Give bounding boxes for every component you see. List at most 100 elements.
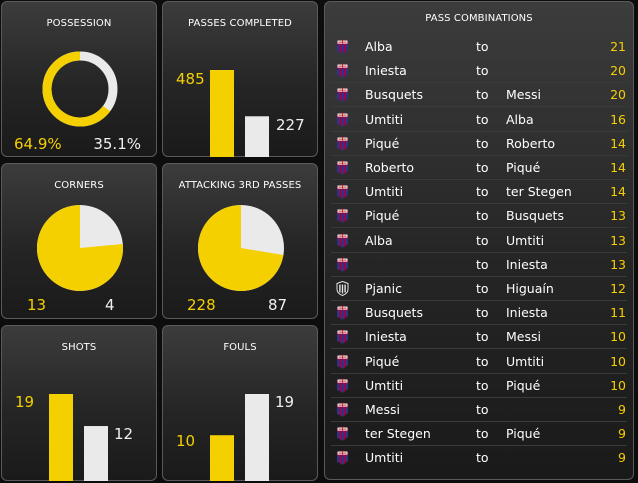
pass-combinations-panel: PASS COMBINATIONS Alba to 21 Iniesta to 20 Bus… <box>324 1 634 480</box>
row-divider <box>331 421 627 422</box>
pass-combinations-title: PASS COMBINATIONS <box>425 13 533 24</box>
barcelona-crest-icon <box>337 39 348 54</box>
pass-combination-row: Umtiti to ter Stegen 14 <box>325 179 633 203</box>
pass-count: 12 <box>610 281 626 296</box>
row-divider <box>331 227 627 229</box>
shots-away-value: 12 <box>114 425 134 443</box>
barcelona-crest-icon <box>337 160 348 175</box>
pass-connector: to <box>476 281 489 296</box>
corners-title: CORNERS <box>54 180 104 191</box>
pass-from-player: Umtiti <box>365 111 404 127</box>
passes-away-value: 227 <box>276 116 305 134</box>
pass-from-player: Umtiti <box>365 184 404 200</box>
pass-count: 14 <box>610 160 626 175</box>
pass-connector: to <box>476 426 489 442</box>
pass-connector: to <box>476 160 489 175</box>
possession-title: POSSESSION <box>46 18 112 29</box>
fouls-card: FOULS 10 19 <box>162 325 318 481</box>
pass-connector: to <box>476 184 489 200</box>
attacking-home-value: 228 <box>187 296 216 314</box>
pass-from-player: Alba <box>365 39 393 54</box>
barcelona-crest-icon <box>337 426 348 441</box>
fouls-home-bar <box>210 435 234 481</box>
corners-away-value: 4 <box>105 296 115 314</box>
shots-home-value: 19 <box>15 393 35 411</box>
shots-away-bar <box>84 426 108 481</box>
barcelona-crest-icon <box>337 305 348 320</box>
pass-count: 11 <box>610 305 626 321</box>
pass-to-player: Roberto <box>506 135 556 151</box>
pass-combination-row: Piqué to Busquets 13 <box>325 203 633 227</box>
pass-combination-row: Umtiti to 9 <box>325 445 633 469</box>
pass-combination-row: Umtiti to Alba 16 <box>325 107 633 131</box>
pass-to-player: Umtiti <box>506 353 545 369</box>
pass-connector: to <box>476 329 489 345</box>
row-divider <box>331 130 627 132</box>
attacking-title: ATTACKING 3RD PASSES <box>178 180 302 191</box>
pass-connector: to <box>476 305 489 321</box>
pass-to-player: Iniesta <box>506 256 548 272</box>
shots-home-bar <box>49 394 73 481</box>
passes-home-value: 485 <box>176 70 205 88</box>
pass-count: 13 <box>610 208 626 224</box>
pass-count: 14 <box>610 184 626 200</box>
fouls-title: FOULS <box>223 342 257 353</box>
passes-chart <box>210 70 269 157</box>
pass-from-player: Iniesta <box>365 329 407 345</box>
pass-combination-row: Busquets to Messi 20 <box>325 82 633 106</box>
passes-card: PASSES COMPLETED 485 227 <box>162 1 318 157</box>
pass-from-player: Busquets <box>365 305 423 321</box>
shots-chart <box>49 394 108 481</box>
pass-combination-row: Iniesta to Messi 10 <box>325 324 633 348</box>
row-divider <box>331 275 627 277</box>
corners-home-value: 13 <box>27 296 47 314</box>
pass-from-player: Piqué <box>365 135 400 151</box>
barcelona-crest-icon <box>337 257 348 272</box>
pass-connector: to <box>476 402 489 417</box>
row-divider <box>331 203 627 205</box>
pass-to-player: Piqué <box>506 426 541 442</box>
pass-combination-row: Roberto to Piqué 14 <box>325 155 633 179</box>
pass-connector: to <box>476 450 489 466</box>
pass-connector: to <box>476 63 489 79</box>
barcelona-crest-icon <box>337 450 348 465</box>
pass-from-player: Umtiti <box>365 450 404 466</box>
pass-to-player: Higuaín <box>506 281 554 296</box>
barcelona-crest-icon <box>337 112 348 127</box>
pass-combination-row: Umtiti to Piqué 10 <box>325 373 633 397</box>
pass-combination-row: Piqué to Roberto 14 <box>325 131 633 155</box>
possession-card: POSSESSION 64.9% 35.1% <box>1 1 157 157</box>
pass-combination-row: Messi to 9 <box>325 397 633 421</box>
pass-connector: to <box>476 256 489 272</box>
pass-connector: to <box>476 111 489 127</box>
attacking-chart <box>198 205 284 291</box>
passes-home-bar <box>210 70 234 157</box>
pass-count: 13 <box>610 232 626 248</box>
row-divider <box>331 179 627 180</box>
pass-to-player: Busquets <box>506 208 564 224</box>
pass-from-player: Roberto <box>365 160 415 175</box>
pass-from-player: Iniesta <box>365 63 407 79</box>
pass-count: 14 <box>610 135 626 151</box>
pass-from-player: ter Stegen <box>365 426 431 442</box>
row-divider <box>331 445 627 447</box>
fouls-home-value: 10 <box>176 432 196 450</box>
barcelona-crest-icon <box>337 184 348 199</box>
pass-count: 10 <box>610 353 626 369</box>
pass-count: 20 <box>610 87 626 103</box>
pass-combination-row: Pjanic to Higuaín 12 <box>325 276 633 300</box>
corners-card: CORNERS 13 4 <box>1 163 157 319</box>
corners-home-slice <box>37 205 124 291</box>
juventus-crest-icon <box>336 281 349 296</box>
pass-combination-row: Piqué to Umtiti 10 <box>325 349 633 373</box>
pass-from-player: Alba <box>365 232 393 248</box>
barcelona-crest-icon <box>337 329 348 344</box>
pass-connector: to <box>476 39 489 54</box>
row-divider <box>331 154 627 156</box>
pass-connector: to <box>476 87 489 103</box>
pass-connector: to <box>476 232 489 248</box>
passes-away-bar <box>245 116 269 157</box>
row-divider <box>331 348 627 350</box>
pass-combination-row: Busquets to Iniesta 11 <box>325 300 633 324</box>
barcelona-crest-icon <box>337 87 348 102</box>
